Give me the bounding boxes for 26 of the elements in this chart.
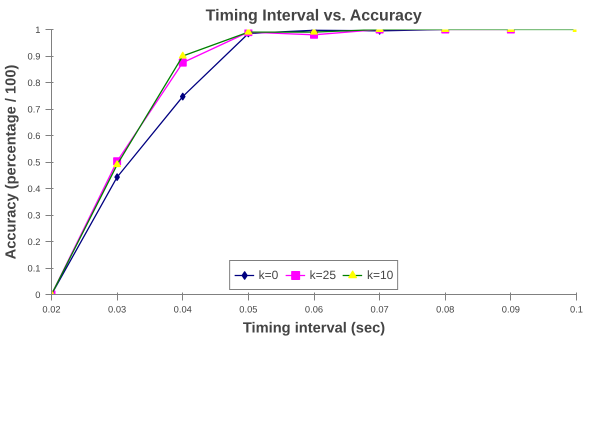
x-tick-label: 0.07 <box>370 304 389 314</box>
x-tick-label: 0.02 <box>42 304 61 314</box>
y-tick-label: 0.8 <box>28 78 40 88</box>
x-tick-label: 0.05 <box>239 304 258 314</box>
y-tick-label: 1 <box>35 25 41 35</box>
y-tick-label: 0.7 <box>28 104 40 114</box>
y-tick-label: 0.6 <box>28 131 40 141</box>
y-axis-title: Accuracy (percentage / 100) <box>4 64 20 260</box>
x-tick-label: 0.08 <box>436 304 454 314</box>
x-tick-label: 0.04 <box>174 304 192 314</box>
legend-label: k=25 <box>310 268 336 282</box>
x-axis-title: Timing interval (sec) <box>242 320 386 336</box>
x-tick-label: 0.1 <box>570 304 583 314</box>
y-tick-label: 0.2 <box>28 237 40 247</box>
y-tick-label: 0.4 <box>28 184 40 194</box>
x-tick-label: 0.09 <box>502 304 520 314</box>
x-tick-label: 0.06 <box>304 304 324 314</box>
x-tick-label: 0.03 <box>108 304 126 314</box>
y-tick-label: 0.1 <box>28 264 40 274</box>
y-tick-label: 0 <box>35 290 41 300</box>
legend-label: k=0 <box>258 268 279 282</box>
chart-title: Timing Interval vs. Accuracy <box>206 8 422 24</box>
legend-label: k=10 <box>367 268 394 282</box>
y-tick-label: 0.5 <box>28 158 40 168</box>
y-tick-label: 0.9 <box>28 52 40 62</box>
y-tick-label: 0.3 <box>28 210 40 220</box>
